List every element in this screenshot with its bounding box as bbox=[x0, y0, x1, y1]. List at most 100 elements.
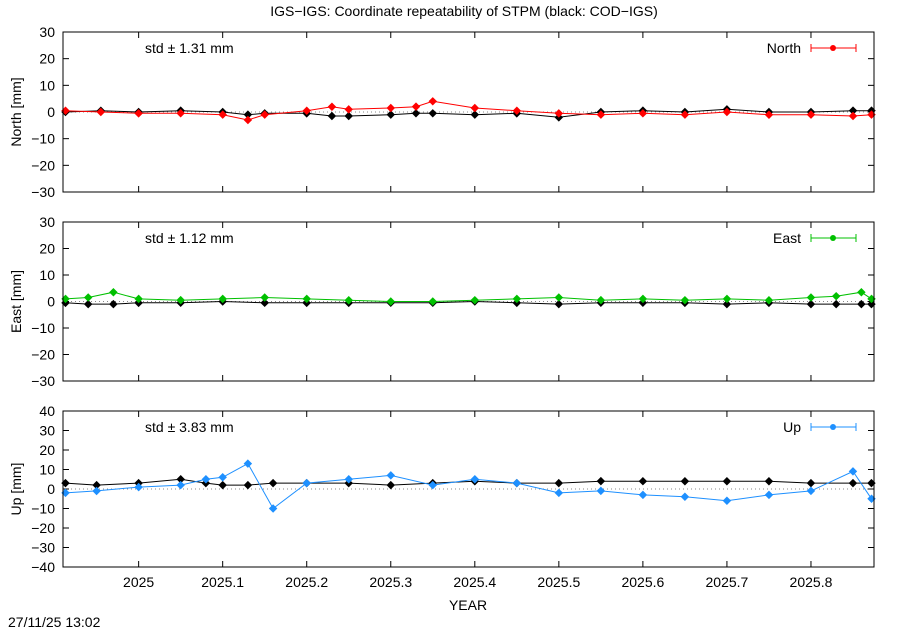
reference-point bbox=[806, 478, 816, 488]
y-tick-label: 20 bbox=[39, 51, 55, 67]
x-tick-label: 2025.1 bbox=[201, 574, 244, 590]
north-point bbox=[386, 103, 396, 113]
north-point bbox=[428, 97, 438, 106]
reference-point bbox=[386, 480, 396, 490]
y-tick-label: −20 bbox=[31, 520, 55, 536]
north-point bbox=[218, 110, 227, 119]
reference-point bbox=[243, 480, 253, 490]
up-point bbox=[638, 490, 648, 500]
east-point bbox=[638, 294, 648, 304]
east-point bbox=[302, 294, 311, 304]
up-point bbox=[92, 486, 101, 496]
up-point bbox=[386, 471, 396, 480]
reference-point bbox=[327, 111, 337, 121]
y-tick-label: 10 bbox=[39, 462, 55, 478]
y-tick-label: −30 bbox=[31, 184, 55, 200]
up-point bbox=[302, 478, 311, 488]
east-point bbox=[386, 297, 396, 306]
north-point bbox=[243, 115, 253, 125]
reference-point bbox=[109, 299, 118, 309]
panel-up: −40 −30 −20 −10 0 10 20 30 40 2025 2025.1 2025.2 202… bbox=[8, 403, 876, 590]
up-series-line bbox=[65, 462, 872, 510]
legend-label: North bbox=[767, 40, 801, 56]
east-point bbox=[806, 293, 816, 302]
y-tick-label: −40 bbox=[31, 559, 55, 575]
x-tick-label: 2025.6 bbox=[621, 574, 664, 590]
y-tick-label: 0 bbox=[47, 104, 55, 120]
reference-point bbox=[83, 299, 93, 309]
panel-north: −30 −20 −10 0 10 20 30 North [mm] std ± 1.31 mm N… bbox=[8, 24, 876, 200]
east-point bbox=[470, 295, 480, 305]
y-tick-label: 30 bbox=[39, 24, 55, 40]
panel-east: −30 −20 −10 0 10 20 30 East [mm] std ± 1.12 mm Ea… bbox=[8, 214, 876, 389]
reference-series-line bbox=[65, 108, 872, 118]
up-point bbox=[268, 504, 278, 513]
up-point bbox=[218, 473, 227, 482]
y-axis-label: East [mm] bbox=[8, 270, 24, 333]
x-tick-label: 2025 bbox=[123, 574, 154, 590]
reference-point bbox=[806, 299, 816, 309]
legend-marker bbox=[830, 424, 836, 430]
up-point bbox=[344, 475, 354, 484]
reference-point bbox=[857, 299, 866, 309]
reference-point bbox=[554, 299, 564, 309]
chart-title: IGS−IGS: Coordinate repeatability of STP… bbox=[270, 3, 657, 19]
y-tick-label: −20 bbox=[31, 157, 55, 173]
east-point bbox=[134, 294, 143, 304]
legend-marker bbox=[830, 45, 836, 51]
plot-frame bbox=[62, 221, 875, 382]
reference-point bbox=[218, 480, 227, 490]
reference-point bbox=[638, 476, 648, 486]
y-tick-label: 40 bbox=[39, 403, 55, 419]
y-tick-label: 0 bbox=[47, 294, 55, 310]
east-point bbox=[512, 294, 522, 304]
y-axis-label: North [mm] bbox=[8, 77, 24, 146]
east-point bbox=[109, 287, 118, 297]
north-point bbox=[134, 109, 143, 118]
reference-point bbox=[680, 476, 690, 486]
up-point bbox=[243, 459, 253, 468]
x-axis-label: YEAR bbox=[449, 597, 487, 613]
up-point bbox=[512, 478, 522, 488]
east-point bbox=[857, 287, 866, 297]
std-annotation: std ± 1.12 mm bbox=[145, 230, 234, 246]
up-point bbox=[554, 488, 564, 498]
reference-point bbox=[554, 478, 564, 488]
reference-point bbox=[848, 478, 858, 488]
y-tick-label: 20 bbox=[39, 241, 55, 257]
north-point bbox=[848, 111, 858, 121]
x-tick-label: 2025.5 bbox=[537, 574, 580, 590]
reference-series-line bbox=[65, 300, 872, 305]
legend-label: Up bbox=[783, 419, 801, 435]
x-tick-label: 2025.3 bbox=[369, 574, 412, 590]
y-tick-label: 30 bbox=[39, 214, 55, 230]
x-tick-label: 2025.8 bbox=[790, 574, 833, 590]
up-point bbox=[596, 486, 606, 496]
x-tick-label: 2025.7 bbox=[706, 574, 749, 590]
east-point bbox=[83, 293, 93, 302]
std-annotation: std ± 3.83 mm bbox=[145, 419, 234, 435]
north-point bbox=[327, 102, 337, 111]
y-tick-label: −10 bbox=[31, 501, 55, 517]
east-point bbox=[831, 291, 841, 301]
timestamp: 27/11/25 13:02 bbox=[8, 614, 101, 630]
up-point bbox=[680, 492, 690, 502]
y-tick-label: −10 bbox=[31, 131, 55, 147]
y-tick-label: 0 bbox=[47, 481, 55, 497]
north-point bbox=[176, 109, 185, 118]
y-tick-label: 10 bbox=[39, 77, 55, 93]
east-point bbox=[554, 293, 564, 302]
reference-point bbox=[764, 476, 774, 486]
reference-point bbox=[176, 474, 185, 484]
up-point bbox=[470, 475, 480, 484]
y-axis-label: Up [mm] bbox=[8, 463, 24, 516]
up-point bbox=[806, 486, 816, 496]
reference-point bbox=[268, 478, 278, 488]
y-tick-label: −30 bbox=[31, 373, 55, 389]
up-point bbox=[764, 490, 774, 500]
x-tick-label: 2025.2 bbox=[285, 574, 328, 590]
reference-point bbox=[722, 476, 732, 486]
north-point bbox=[470, 103, 480, 113]
reference-point bbox=[831, 299, 841, 309]
